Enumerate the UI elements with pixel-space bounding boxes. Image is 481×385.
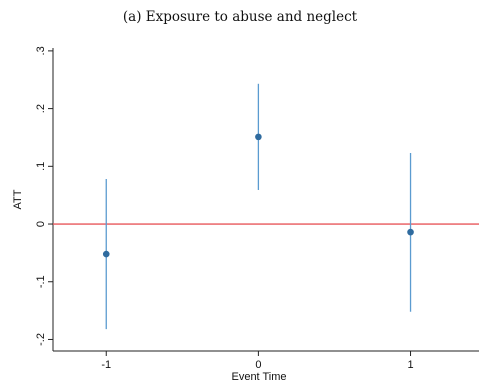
x-axis-label: Event Time <box>231 371 286 383</box>
x-ticks: -1 0 1 <box>101 351 414 371</box>
y-axis-label: ATT <box>12 189 24 209</box>
y-tick-label: .2 <box>35 104 47 113</box>
point-estimate <box>102 250 110 258</box>
y-tick-label: 0 <box>35 221 47 227</box>
y-tick-label: .1 <box>35 162 47 171</box>
x-tick-label: 1 <box>407 359 413 371</box>
confidence-intervals <box>105 83 412 330</box>
point-estimate <box>407 228 414 236</box>
y-tick-label: .3 <box>35 46 47 55</box>
point-estimates <box>102 133 414 258</box>
y-ticks: -.2 -.1 0 .1 .2 .3 <box>35 46 53 346</box>
y-tick-label: -.2 <box>35 333 47 346</box>
x-tick-label: -1 <box>101 359 111 371</box>
point-estimate <box>255 133 262 141</box>
y-tick-label: -.1 <box>35 275 47 288</box>
x-tick-label: 0 <box>255 359 261 371</box>
chart-title: (a) Exposure to abuse and neglect <box>123 9 358 25</box>
axes <box>52 48 479 352</box>
